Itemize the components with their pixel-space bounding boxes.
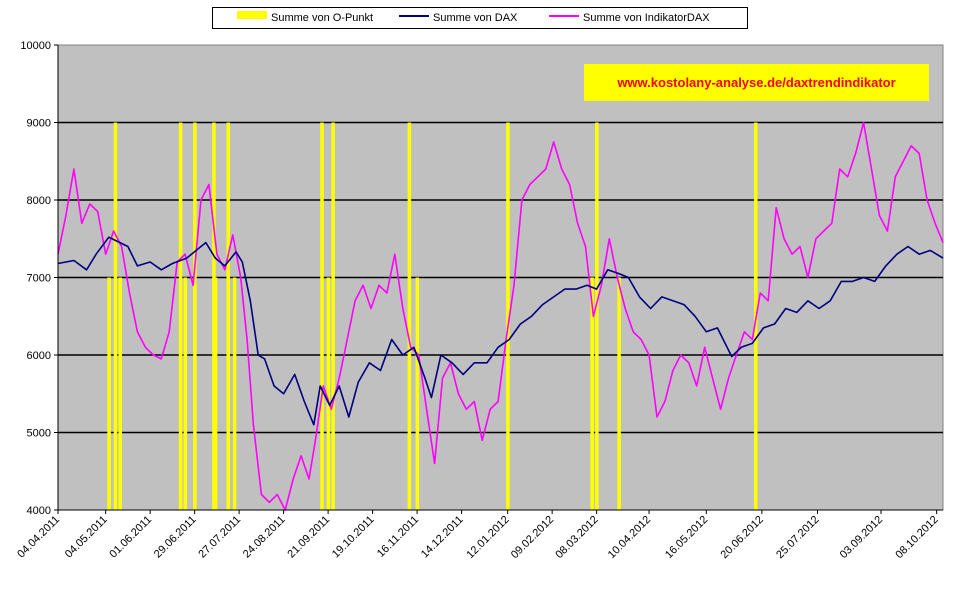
o-punkt-bar — [226, 122, 231, 510]
o-punkt-bar — [107, 277, 111, 510]
o-punkt-bar — [232, 277, 237, 510]
o-punkt-bar — [193, 122, 197, 510]
o-punkt-bar — [407, 122, 412, 510]
legend: Summe von O-Punkt Summe von DAX Summe vo… — [212, 7, 748, 29]
x-tick-label: 09.02.2012 — [509, 514, 556, 561]
o-punkt-bar — [113, 122, 118, 510]
o-punkt-bar — [595, 122, 599, 510]
y-tick-label: 4000 — [27, 505, 51, 517]
x-tick-label: 08.10.2012 — [893, 514, 940, 561]
x-tick-label: 25.07.2012 — [774, 514, 821, 561]
url-annotation-text: www.kostolany-analyse.de/daxtrendindikat… — [617, 75, 896, 90]
summe-von-dax-line — [57, 236, 944, 426]
y-tick-label: 8000 — [27, 195, 51, 207]
x-tick-label: 21.09.2011 — [285, 514, 332, 561]
o-punkt-bar — [183, 277, 188, 510]
x-tick-label: 20.06.2012 — [719, 514, 766, 561]
x-tick-label: 08.03.2012 — [553, 514, 600, 561]
o-punkt-bar — [178, 122, 183, 510]
series-lines — [57, 121, 944, 511]
legend-label-indikatordax: Summe von IndikatorDAX — [583, 12, 710, 24]
o-punkt-bars — [107, 122, 758, 510]
x-axis: 04.04.2011 04.05.201101.06.201129.06.2011… — [15, 509, 943, 561]
url-annotation-box: www.kostolany-analyse.de/daxtrendindikat… — [584, 64, 929, 101]
o-punkt-bar — [617, 277, 621, 510]
x-tick-label: 27.07.2011 — [196, 514, 243, 561]
x-tick-label: 01.06.2011 — [107, 514, 154, 561]
legend-swatch-dax — [399, 15, 429, 17]
y-tick-label: 7000 — [27, 273, 51, 285]
o-punkt-bar — [590, 277, 594, 510]
x-tick-label: 04.05.2011 — [63, 514, 110, 561]
y-tick-label: 6000 — [27, 350, 51, 362]
x-tick-label: 24.08.2011 — [241, 514, 288, 561]
o-punkt-bar — [506, 122, 510, 510]
x-tick-label: 12.01.2012 — [464, 514, 511, 561]
x-tick-label: 10.04.2012 — [606, 514, 653, 561]
o-punkt-bar — [320, 122, 324, 510]
o-punkt-bar — [213, 277, 218, 510]
x-tick-label: 16.05.2012 — [663, 514, 710, 561]
summe-von-indikatordax-line — [57, 121, 944, 511]
o-punkt-bar — [331, 122, 335, 510]
legend-label-o-punkt: Summe von O-Punkt — [271, 12, 374, 24]
legend-swatch-o-punkt — [237, 11, 267, 19]
x-tick-label: 16.11.2011 — [375, 514, 421, 560]
y-tick-label: 9000 — [27, 118, 51, 130]
y-tick-label: 5000 — [27, 428, 51, 440]
y-tick-label: 10000 — [20, 40, 51, 52]
legend-swatch-indikatordax — [549, 15, 579, 17]
x-tick-label: 04.04.2011 — [15, 514, 62, 561]
o-punkt-bar — [415, 277, 420, 510]
legend-label-dax: Summe von DAX — [433, 12, 518, 24]
x-tick-label: 19.10.2011 — [330, 514, 377, 561]
x-tick-label: 14.12.2011 — [419, 514, 466, 561]
o-punkt-bar — [326, 277, 331, 510]
grid-layer — [58, 121, 943, 434]
x-tick-label: 29.06.2011 — [152, 514, 199, 561]
o-punkt-bar — [118, 277, 122, 510]
x-tick-label: 03.09.2012 — [838, 514, 885, 561]
y-axis: 4000 5000 6000 7000 8000 9000 10000 — [20, 40, 59, 517]
